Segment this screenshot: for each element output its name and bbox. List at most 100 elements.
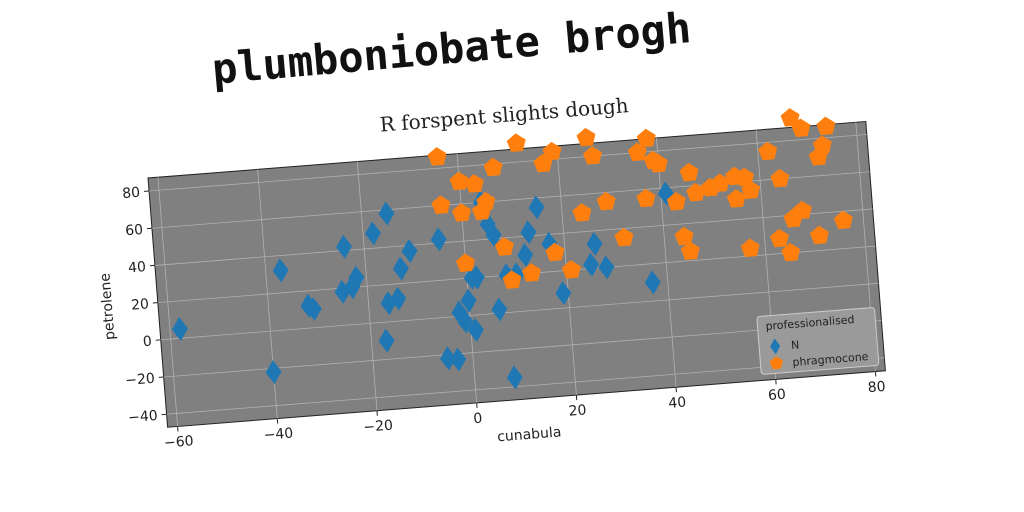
phragmocone-point (545, 242, 565, 262)
legend-diamond-icon (770, 338, 781, 355)
x-tick-label: 20 (568, 402, 587, 419)
x-tick-label: 60 (767, 387, 786, 404)
n-point (272, 258, 289, 283)
n-point (467, 318, 484, 342)
n-point (348, 265, 365, 290)
x-tick-label: −60 (163, 433, 194, 451)
n-point (336, 234, 352, 259)
legend-box (756, 307, 880, 375)
y-tick-label: 0 (142, 334, 152, 351)
phragmocone-point (648, 154, 668, 173)
x-tick-label: −40 (263, 425, 294, 443)
n-point (517, 243, 534, 267)
y-axis-label: petrolene (97, 273, 118, 341)
phragmocone-point (576, 127, 596, 147)
y-axis: −40 −20 0 20 40 60 80 (122, 185, 167, 426)
phragmocone-point (452, 203, 471, 222)
y-gridline (148, 134, 867, 192)
y-tick-label: −20 (125, 371, 156, 389)
phragmocone-point (521, 263, 541, 282)
y-tick-label: 80 (122, 185, 141, 202)
chart-title: R forspent slights dough (379, 93, 630, 137)
n-point (644, 270, 661, 295)
chart-panel: R forspent slights dough −60 −40 −20 0 20 40 6… (97, 93, 886, 452)
phragmocone-point (431, 195, 451, 215)
legend-label: phragmocone (792, 350, 869, 369)
phragmocone-point (809, 225, 829, 245)
phragmocone-point (770, 168, 790, 188)
n-point (506, 365, 523, 390)
x-axis: −60 −40 −20 0 20 40 60 80 (163, 371, 886, 452)
n-point (460, 288, 477, 313)
phragmocone-point (476, 191, 496, 211)
phragmocone-point (636, 128, 656, 148)
legend-pentagon-icon (769, 356, 783, 370)
x-tick-label: −20 (363, 418, 394, 436)
n-point (586, 231, 603, 256)
phragmocone-point (636, 188, 656, 208)
x-axis-label: cunabula (497, 424, 562, 445)
n-point (555, 281, 572, 306)
n-point (390, 286, 407, 311)
phragmocone-point (833, 210, 853, 230)
phragmocone-point (614, 227, 634, 247)
phragmocone-point (561, 260, 581, 279)
phragmocone-point (483, 157, 503, 177)
n-point (305, 297, 322, 322)
n-point (378, 201, 395, 226)
n-point (265, 360, 282, 385)
y-tick-label: 20 (131, 296, 150, 313)
phragmocone-point (627, 142, 647, 162)
n-point (334, 279, 351, 304)
n-point (598, 255, 615, 280)
n-point (440, 346, 457, 371)
n-point (528, 195, 545, 220)
n-point (171, 316, 188, 341)
phragmocone-point (792, 200, 812, 220)
phragmocone-point (769, 228, 789, 248)
phragmocone-point (781, 242, 801, 262)
phragmocone-point (816, 116, 836, 136)
phragmocone-point (710, 173, 730, 193)
phragmocone-point (686, 182, 706, 202)
phragmocone-point (726, 189, 746, 208)
phragmocone-point (666, 191, 686, 211)
phragmocone-point (791, 118, 811, 138)
phragmocone-point (506, 133, 526, 152)
n-point (468, 265, 485, 290)
n-point (365, 221, 382, 246)
y-tick-label: −40 (128, 408, 159, 426)
data-marks (171, 108, 853, 390)
phragmocone-point (494, 237, 514, 256)
phragmocone-point (464, 174, 484, 193)
y-tick-label: 60 (125, 222, 144, 239)
phragmocone-point (449, 171, 469, 191)
x-tick-label: 40 (668, 394, 687, 411)
legend-label: N (791, 338, 800, 352)
phragmocone-point (674, 226, 694, 246)
n-point (392, 256, 409, 281)
phragmocone-point (582, 146, 602, 165)
phragmocone-point (572, 203, 592, 222)
x-tick-label: 80 (867, 379, 886, 396)
n-point (485, 223, 502, 247)
phragmocone-point (812, 135, 832, 155)
n-point (378, 328, 395, 353)
phragmocone-point (780, 108, 800, 127)
n-point (401, 239, 418, 263)
n-point (491, 297, 508, 322)
n-point (457, 309, 474, 334)
phragmocone-point (427, 147, 447, 166)
phragmocone-point (741, 180, 761, 199)
n-point (344, 275, 361, 300)
x-tick-label: 0 (473, 411, 483, 428)
y-gridline (160, 282, 879, 341)
n-point (583, 252, 600, 277)
n-point (450, 347, 467, 372)
phragmocone-point (542, 141, 562, 161)
phragmocone-point (679, 162, 699, 182)
phragmocone-point (502, 270, 522, 289)
